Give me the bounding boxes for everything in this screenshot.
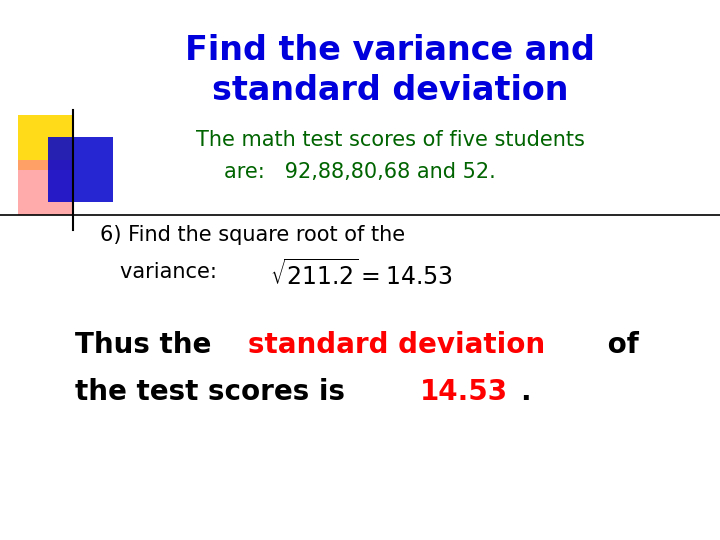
Bar (18, 160, 73, 215)
Text: .: . (520, 378, 531, 406)
Text: standard deviation: standard deviation (212, 73, 568, 106)
Text: The math test scores of five students: The math test scores of five students (196, 130, 585, 150)
Text: variance:: variance: (120, 262, 223, 282)
Text: of: of (598, 331, 639, 359)
Text: the test scores is: the test scores is (75, 378, 355, 406)
Text: $\sqrt{211.2} = 14.53$: $\sqrt{211.2} = 14.53$ (270, 260, 453, 291)
Text: Thus the: Thus the (75, 331, 221, 359)
Text: 6) Find the square root of the: 6) Find the square root of the (100, 225, 405, 245)
Bar (18, 115, 73, 170)
Text: standard deviation: standard deviation (248, 331, 545, 359)
Text: Find the variance and: Find the variance and (185, 33, 595, 66)
Text: are:   92,88,80,68 and 52.: are: 92,88,80,68 and 52. (224, 162, 496, 182)
Bar (48, 137, 113, 202)
Text: 14.53: 14.53 (420, 378, 508, 406)
